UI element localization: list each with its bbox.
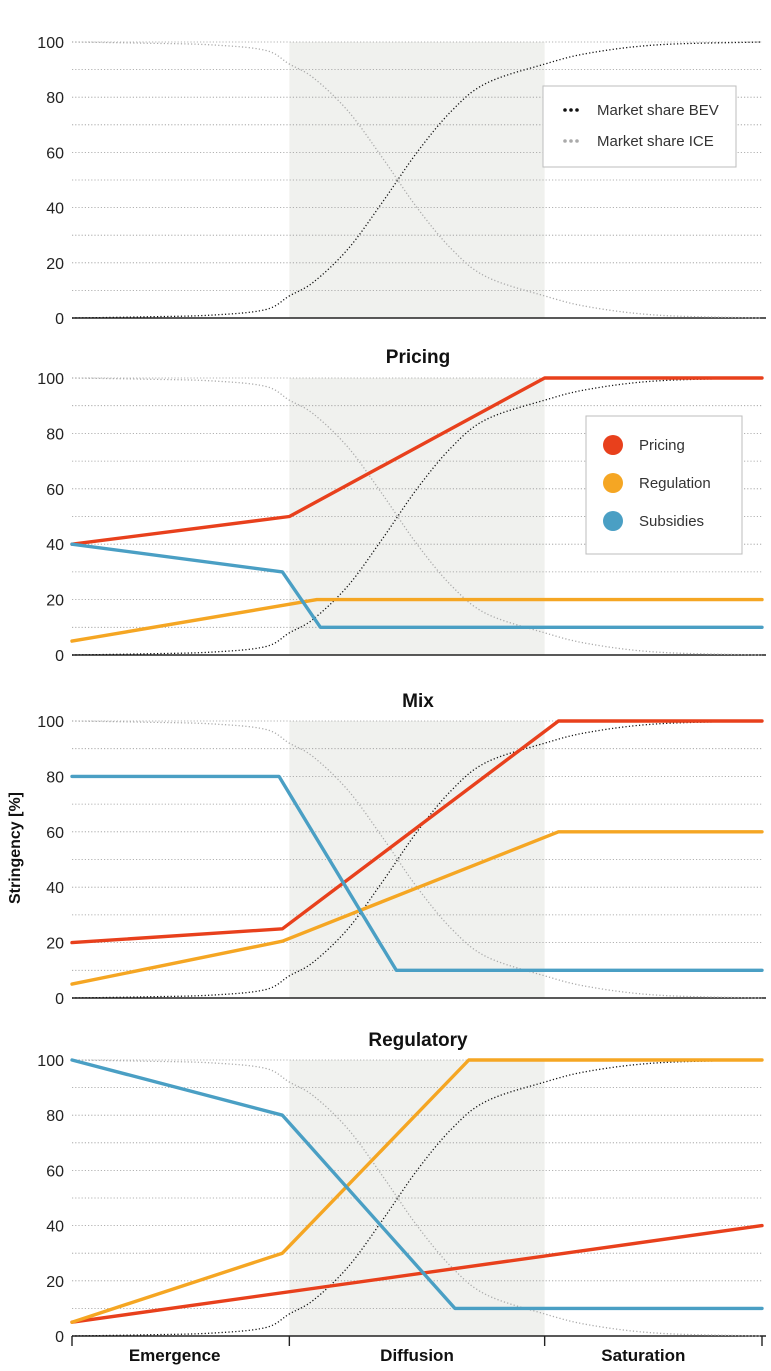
y-tick-label: 0: [55, 648, 64, 665]
y-tick-label: 40: [46, 880, 64, 897]
legend-pricing-marker: [603, 435, 623, 455]
panel-pricing: 0 20 40 60 80 100 Pricing Pricing Regulation Subs…: [37, 347, 766, 665]
legend-label: Market share BEV: [597, 102, 719, 119]
legend-subsidies-marker: [603, 511, 623, 531]
y-tick-label: 80: [46, 90, 64, 107]
y-tick-label: 20: [46, 256, 64, 273]
series-regulation-line: [70, 597, 764, 643]
market-share-bev-line: [71, 1059, 763, 1337]
y-axis-label: Stringency [%]: [7, 792, 24, 904]
y-tick-label: 0: [55, 991, 64, 1008]
market-share-ice-line: [71, 1059, 763, 1337]
series-subsidies-line: [70, 542, 764, 629]
series-subsidies-line: [70, 774, 764, 972]
legend-regulation-marker: [603, 473, 623, 493]
market-share-ice-line: [71, 720, 763, 999]
y-tick-label: 80: [46, 769, 64, 786]
market-share-bev-line: [71, 41, 763, 319]
panel-title: Pricing: [386, 347, 450, 368]
legend-bev-dot: [563, 108, 567, 112]
y-tick-label: 100: [37, 35, 64, 52]
y-tick-label: 40: [46, 537, 64, 554]
y-tick-label: 60: [46, 825, 64, 842]
series-pricing-line: [70, 376, 764, 546]
y-tick-label: 100: [37, 714, 64, 731]
market-share-bev-line: [71, 377, 763, 656]
y-tick-label: 20: [46, 1274, 64, 1291]
y-tick-label: 60: [46, 145, 64, 162]
market-share-legend: Market share BEV Market share ICE: [542, 85, 737, 168]
panel-regulatory: 0 20 40 60 80 100 Regulatory: [37, 1030, 766, 1346]
series-pricing-line: [70, 1223, 764, 1324]
legend-label: Pricing: [639, 437, 685, 454]
y-tick-label: 80: [46, 1108, 64, 1125]
phase-label-emergence: Emergence: [129, 1346, 221, 1365]
market-share-ice-line: [71, 41, 763, 319]
y-tick-label: 100: [37, 1053, 64, 1070]
legend-ice-dot: [575, 139, 579, 143]
diffusion-phase-shading: [289, 1060, 545, 1336]
market-share-ice-line: [71, 377, 763, 656]
diffusion-phase-shading: [289, 42, 545, 318]
diffusion-phase-shading: [289, 378, 545, 655]
y-tick-label: 0: [55, 1329, 64, 1346]
series-regulation-line: [70, 830, 764, 986]
y-tick-label: 40: [46, 1219, 64, 1236]
series-regulation-line: [70, 1058, 764, 1324]
y-tick-label: 60: [46, 482, 64, 499]
y-tick-label: 20: [46, 936, 64, 953]
phase-label-saturation: Saturation: [601, 1346, 685, 1365]
y-tick-label: 100: [37, 371, 64, 388]
legend-bev-dot: [569, 108, 573, 112]
panel-title: Regulatory: [368, 1030, 468, 1051]
legend-ice-dot: [569, 139, 573, 143]
y-tick-label: 60: [46, 1163, 64, 1180]
phase-label-diffusion: Diffusion: [380, 1346, 454, 1365]
legend-label: Regulation: [639, 475, 711, 492]
y-tick-label: 40: [46, 201, 64, 218]
series-pricing-line: [70, 719, 764, 945]
phase-axis: Emergence Diffusion Saturation: [71, 1336, 763, 1365]
series-subsidies-line: [70, 1058, 764, 1311]
legend-label: Market share ICE: [597, 133, 714, 150]
policy-legend: Pricing Regulation Subsidies: [585, 415, 743, 555]
panel-mix: 0 20 40 60 80 100 Mix: [37, 691, 766, 1008]
y-tick-label: 20: [46, 593, 64, 610]
panel-title: Mix: [402, 691, 434, 712]
legend-bev-dot: [575, 108, 579, 112]
market-share-bev-line: [71, 720, 763, 999]
y-tick-label: 0: [55, 311, 64, 328]
legend-ice-dot: [563, 139, 567, 143]
legend-label: Subsidies: [639, 513, 704, 530]
y-tick-label: 80: [46, 426, 64, 443]
